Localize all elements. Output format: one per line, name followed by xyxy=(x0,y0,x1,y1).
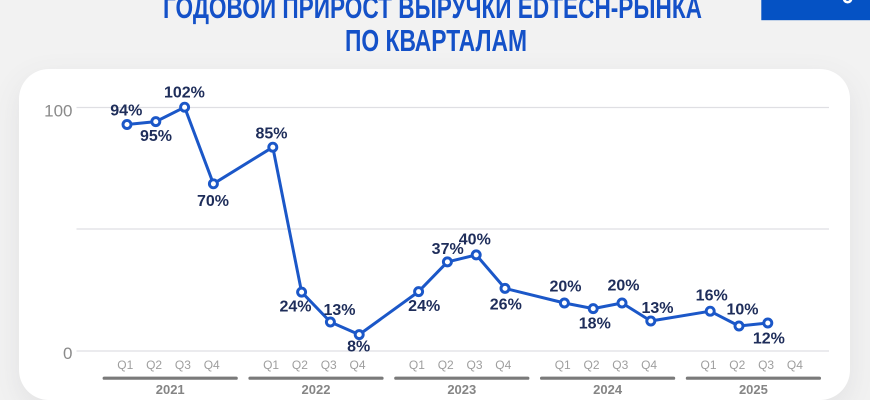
svg-text:Q4: Q4 xyxy=(204,358,220,372)
svg-text:10%: 10% xyxy=(726,302,758,319)
svg-text:Q3: Q3 xyxy=(758,358,774,372)
svg-text:0: 0 xyxy=(63,344,72,363)
svg-text:16%: 16% xyxy=(696,287,728,304)
svg-text:Q4: Q4 xyxy=(787,358,803,372)
svg-text:18%: 18% xyxy=(579,316,611,333)
svg-text:Q2: Q2 xyxy=(146,358,162,372)
svg-text:Q2: Q2 xyxy=(583,358,599,372)
svg-text:94%: 94% xyxy=(110,102,142,119)
svg-text:8%: 8% xyxy=(347,338,370,355)
svg-text:2022: 2022 xyxy=(302,382,331,397)
svg-text:ГОДОВОЙ ПРИРОСТ ВЫРУЧКИ EDTECH: ГОДОВОЙ ПРИРОСТ ВЫРУЧКИ EDTECH-РЫНКА xyxy=(163,0,702,25)
svg-text:Q3: Q3 xyxy=(612,358,628,372)
svg-text:Q3: Q3 xyxy=(466,358,482,372)
svg-text:40%: 40% xyxy=(459,232,491,249)
svg-text:Q4: Q4 xyxy=(495,358,511,372)
svg-text:26%: 26% xyxy=(490,297,522,314)
svg-text:Q1: Q1 xyxy=(263,358,279,372)
svg-text:Q2: Q2 xyxy=(438,358,454,372)
svg-text:2023: 2023 xyxy=(447,382,476,397)
svg-text:85%: 85% xyxy=(255,126,287,143)
svg-text:Q1: Q1 xyxy=(700,358,716,372)
svg-text:ПО КВАРТАЛАМ: ПО КВАРТАЛАМ xyxy=(345,25,527,58)
svg-text:Q4: Q4 xyxy=(349,358,365,372)
svg-text:20%: 20% xyxy=(549,279,581,296)
svg-text:Q2: Q2 xyxy=(729,358,745,372)
svg-text:Q1: Q1 xyxy=(117,358,133,372)
svg-text:2024: 2024 xyxy=(593,382,623,397)
svg-text:Q4: Q4 xyxy=(641,358,657,372)
svg-text:Q3: Q3 xyxy=(175,358,191,372)
svg-text:24%: 24% xyxy=(279,299,311,316)
svg-text:12%: 12% xyxy=(753,331,785,348)
svg-text:Q3: Q3 xyxy=(321,358,337,372)
svg-text:20%: 20% xyxy=(607,278,639,295)
svg-text:2021: 2021 xyxy=(156,382,185,397)
svg-text:13%: 13% xyxy=(323,302,355,319)
svg-text:Q2: Q2 xyxy=(292,358,308,372)
svg-text:Q1: Q1 xyxy=(409,358,425,372)
svg-text:70%: 70% xyxy=(197,193,229,210)
svg-text:95%: 95% xyxy=(140,128,172,145)
svg-text:24%: 24% xyxy=(408,298,440,315)
svg-text:Q1: Q1 xyxy=(555,358,571,372)
svg-text:100: 100 xyxy=(44,102,72,121)
svg-text:2025: 2025 xyxy=(739,382,768,397)
svg-text:13%: 13% xyxy=(641,300,673,317)
svg-text:102%: 102% xyxy=(164,85,205,102)
svg-text:37%: 37% xyxy=(432,241,464,258)
